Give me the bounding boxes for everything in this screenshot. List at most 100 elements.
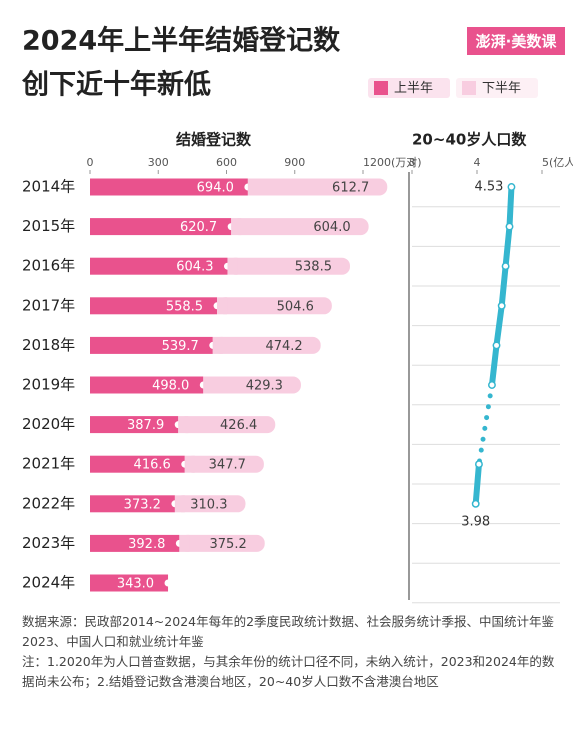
bar [227,257,350,275]
logo-box [467,27,565,55]
point-label: 4.53 [474,180,503,195]
bar [247,178,388,196]
dotted-bridge [476,382,495,467]
legend-box [368,78,450,98]
value-label: 558.5 [166,299,203,314]
x-tick-label: 4 [474,156,481,169]
source: 数据来源：民政部2014~2024年每年的2季度民政统计数据、社会服务统计季报、… [22,614,555,649]
x-tick-label: 3 [409,156,416,169]
legend-label: 上半年 [394,81,433,96]
bar-join [231,218,242,236]
bar-join [247,178,258,196]
y-tick-label: 2019年 [22,376,75,394]
value-label: 310.3 [190,497,227,512]
panel-title: 结婚登记数 [176,131,252,149]
bar [90,574,169,592]
value-label: 347.7 [209,458,246,473]
value-label: 504.6 [277,299,314,314]
value-label: 604.0 [313,220,350,235]
point [488,381,496,389]
y-tick-label: 2023年 [22,534,75,552]
value-label: 429.3 [246,379,283,394]
bar [184,455,264,473]
bar [90,336,213,354]
x-tick-label: 600 [216,156,237,169]
y-tick-label: 2024年 [22,574,75,592]
bar-join [227,257,238,275]
x-tick-label: 1200(万对) [363,155,422,169]
y-tick-label: 2015年 [22,217,75,235]
bar [90,455,185,473]
value-label: 539.7 [162,339,199,354]
y-tick-label: 2022年 [22,494,75,512]
legend-box [456,78,538,98]
value-label: 392.8 [128,537,165,552]
title: 2024年上半年结婚登记数 [22,25,341,57]
line [472,184,515,507]
legend-label: 下半年 [482,81,521,96]
bar-join [217,297,228,315]
logo: 澎湃·美数课 [476,33,558,51]
x-tick-label: 300 [148,156,169,169]
bar [90,495,175,513]
point [497,301,506,310]
bar [174,495,246,513]
bar-join [203,376,214,394]
bar [90,297,218,315]
title: 创下近十年新低 [21,69,211,101]
y-tick-label: 2021年 [22,455,75,473]
point [475,460,483,469]
value-label: 387.9 [127,418,164,433]
heart [164,579,172,587]
value-label: 416.6 [134,458,171,473]
value-label: 620.7 [180,220,217,235]
bar [90,178,248,196]
point [492,341,501,350]
x-tick-label: 5(亿人) [542,156,573,169]
point [507,183,516,191]
panel-title: 20~40岁人口数 [412,131,527,149]
bar [90,376,204,394]
legend-swatch [374,81,388,95]
bar-join [212,336,223,354]
bar [212,336,321,354]
value-label: 694.0 [197,181,234,196]
value-label: 538.5 [295,260,332,275]
point [505,222,514,231]
bar-join [174,495,185,513]
bar [179,534,265,552]
point [471,499,480,508]
bar [90,534,180,552]
bar [90,257,228,275]
bar [90,218,232,236]
note: 注：1.2020年为人口普查数据，与其余年份的统计口径不同，未纳入统计，2023… [22,654,555,689]
x-tick-label: 900 [284,156,305,169]
y-tick-label: 2017年 [22,296,75,314]
y-tick-label: 2014年 [22,178,75,196]
notes: 数据来源：民政部2014~2024年每年的2季度民政统计数据、社会服务统计季报、… [22,612,557,692]
value-label: 498.0 [152,379,189,394]
value-label: 604.3 [176,260,213,275]
y-tick-label: 2018年 [22,336,75,354]
bar-join [178,416,189,434]
value-label: 373.2 [124,497,161,512]
value-label: 474.2 [265,339,302,354]
y-tick-label: 2016年 [22,257,75,275]
legend-swatch [462,81,476,95]
value-label: 426.4 [220,418,257,433]
x-tick-label: 0 [87,156,94,169]
bar [178,416,276,434]
bar-join [184,455,195,473]
value-label: 612.7 [332,181,369,196]
value-label: 375.2 [210,537,247,552]
point-label: 3.98 [461,514,490,529]
bar [217,297,332,315]
point [501,262,510,271]
bar [231,218,369,236]
y-tick-label: 2020年 [22,415,75,433]
bar-join [179,534,190,552]
bar [90,416,179,434]
value-label: 343.0 [117,577,154,592]
